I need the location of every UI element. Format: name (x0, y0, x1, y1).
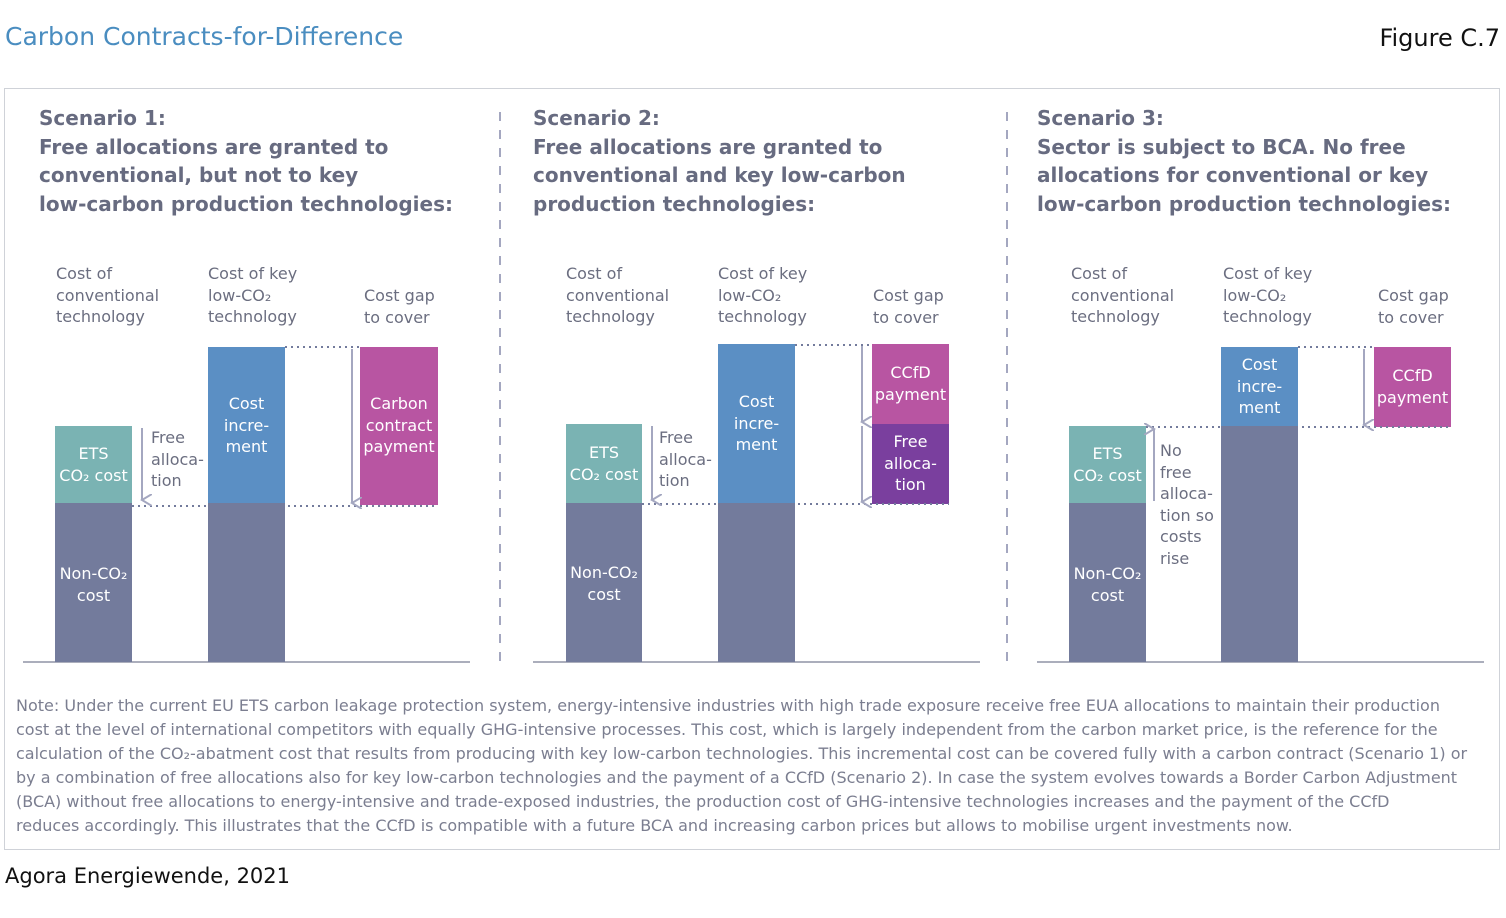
s3-nonco2-bar (1069, 503, 1146, 662)
s3-increment-bar (1221, 347, 1298, 426)
s3-ets-bar (1069, 426, 1146, 503)
s3-lowco2-base-bar (1221, 426, 1298, 662)
s3-col-lowco2-label: Cost of key low-CO₂ technology (1223, 264, 1313, 326)
s1-free-allocation-label: Free alloca- tion (151, 428, 204, 490)
figure-title: Carbon Contracts-for-Difference (5, 22, 404, 51)
s1-ets-label: ETS CO₂ cost (59, 444, 128, 485)
s2-free-box-label: Free alloca- tion (884, 432, 937, 494)
s2-ets-label: ETS CO₂ cost (569, 443, 639, 484)
s2-nonco2-label: Non-CO₂ cost (570, 563, 638, 604)
s1-col-conventional-label: Cost of conventional technology (56, 264, 160, 326)
s3-ccfd-box (1374, 347, 1451, 427)
s1-contract-box (360, 347, 438, 505)
scenario-1-heading: Scenario 1: Free allocations are granted… (39, 106, 453, 216)
s1-nonco2-label: Non-CO₂ cost (59, 564, 128, 605)
s1-col-lowco2-label: Cost of key low-CO₂ technology (208, 264, 298, 326)
s2-free-allocation-label: Free alloca- tion (659, 428, 712, 490)
scenario-2-heading: Scenario 2: Free allocations are granted… (533, 106, 906, 216)
s2-ccfd-box (872, 344, 949, 424)
s2-col-gap-label: Cost gap to cover (873, 286, 944, 327)
figure-number: Figure C.7 (1379, 24, 1500, 52)
s3-ccfd-label: CCfD payment (1376, 366, 1449, 407)
s1-increment-bar (208, 347, 285, 503)
figure-frame (4, 88, 1500, 850)
s1-nonco2-bar (55, 503, 132, 662)
s3-col-conventional-label: Cost of conventional technology (1071, 264, 1175, 326)
s1-col-gap-label: Cost gap to cover (364, 286, 435, 327)
figure-note: Note: Under the current EU ETS carbon le… (16, 696, 1468, 835)
s1-increment-label: Cost incre- ment (223, 394, 270, 456)
s3-increment-label: Cost incre- ment (1236, 355, 1283, 417)
s2-col-lowco2-label: Cost of key low-CO₂ technology (718, 264, 808, 326)
s2-free-box (872, 424, 949, 504)
s2-ets-bar (566, 424, 642, 503)
source-credit: Agora Energiewende, 2021 (5, 864, 291, 888)
s3-ets-label: ETS CO₂ cost (1073, 444, 1142, 485)
s2-increment-bar (718, 344, 795, 503)
s3-col-gap-label: Cost gap to cover (1378, 286, 1449, 327)
s1-contract-label: Carbon contract payment (363, 394, 435, 456)
s1-lowco2-base-bar (208, 503, 285, 662)
s3-no-free-allocation-label: No free alloca- tion so costs rise (1160, 441, 1214, 568)
scenario-3-heading: Scenario 3: Sector is subject to BCA. No… (1037, 106, 1451, 216)
s1-ets-bar (55, 426, 132, 503)
s2-nonco2-bar (566, 503, 642, 662)
s3-nonco2-label: Non-CO₂ cost (1073, 564, 1142, 605)
s2-increment-label: Cost incre- ment (733, 392, 780, 454)
s2-col-conventional-label: Cost of conventional technology (566, 264, 670, 326)
s2-ccfd-label: CCfD payment (874, 363, 947, 404)
s2-lowco2-base-bar (718, 503, 795, 662)
